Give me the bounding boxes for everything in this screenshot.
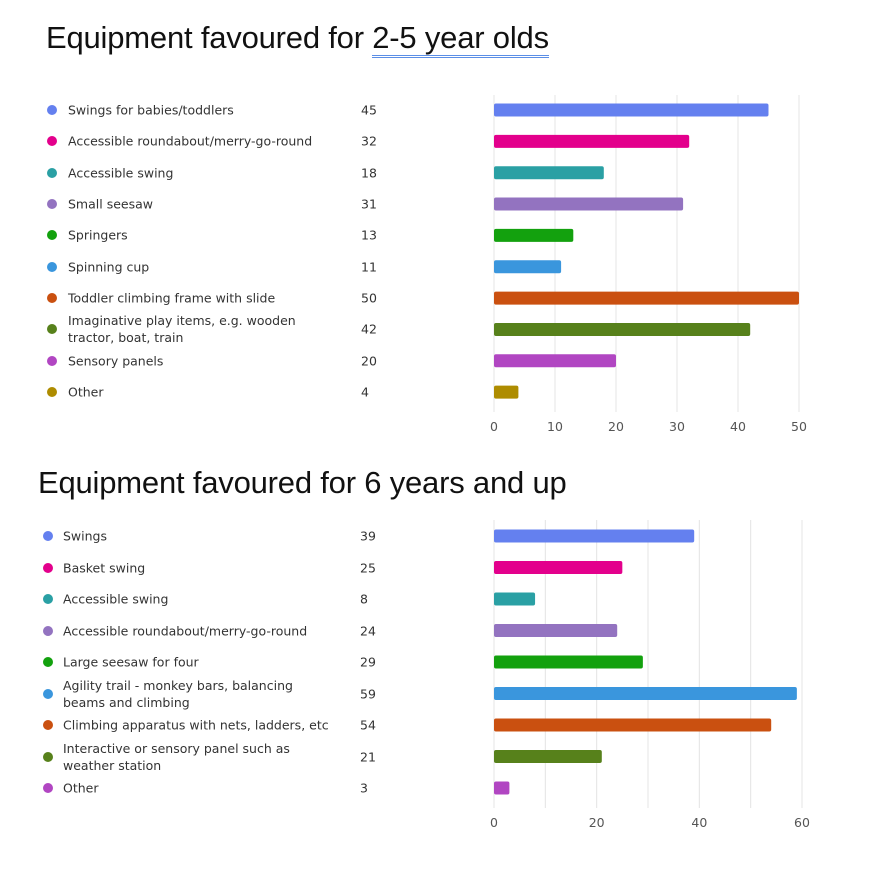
legend-dot-icon bbox=[47, 167, 57, 178]
x-tick-label: 60 bbox=[794, 815, 810, 830]
bar[interactable] bbox=[494, 561, 623, 574]
legend-label: Accessible swing bbox=[63, 591, 169, 607]
legend-label: Large seesaw for four bbox=[63, 654, 199, 670]
legend-dot-icon bbox=[47, 355, 57, 366]
chart-2-title: Equipment favoured for 6 years and up bbox=[38, 465, 567, 501]
x-tick-label: 40 bbox=[730, 419, 746, 434]
legend-value: 32 bbox=[361, 133, 377, 149]
legend-value: 13 bbox=[361, 227, 377, 243]
bar[interactable] bbox=[494, 624, 618, 637]
x-tick-label: 20 bbox=[589, 815, 605, 830]
legend-value: 11 bbox=[361, 259, 377, 275]
legend-dot-icon bbox=[47, 324, 57, 335]
legend-label: Interactive or sensory panel such as wea… bbox=[63, 740, 290, 773]
legend-dot-icon bbox=[47, 387, 57, 398]
bar[interactable] bbox=[494, 354, 616, 368]
bar[interactable] bbox=[494, 103, 769, 117]
legend-value: 8 bbox=[360, 591, 368, 607]
legend-value: 50 bbox=[361, 290, 377, 306]
bar[interactable] bbox=[494, 166, 604, 180]
chart-1-title-link[interactable]: 2-5 year olds bbox=[372, 20, 549, 58]
legend-label: Other bbox=[68, 384, 104, 400]
bar[interactable] bbox=[494, 655, 643, 669]
bar[interactable] bbox=[494, 385, 519, 399]
legend-dot-icon bbox=[43, 562, 53, 573]
legend-label: Climbing apparatus with nets, ladders, e… bbox=[63, 717, 329, 733]
legend-dot-icon bbox=[47, 136, 57, 147]
legend-dot-icon bbox=[43, 625, 53, 636]
legend-label: Accessible swing bbox=[68, 165, 174, 181]
legend-dot-icon bbox=[47, 261, 57, 272]
legend-label: Springers bbox=[68, 227, 128, 243]
legend-dot-icon bbox=[47, 199, 57, 210]
legend-value: 29 bbox=[360, 654, 376, 670]
legend-value: 59 bbox=[360, 686, 376, 701]
legend-value: 3 bbox=[360, 780, 368, 796]
legend-label: Imaginative play items, e.g. wooden trac… bbox=[68, 313, 296, 346]
legend-label: Small seesaw bbox=[68, 196, 153, 212]
chart-1-title: Equipment favoured for 2-5 year olds bbox=[46, 20, 549, 58]
legend-value: 21 bbox=[360, 749, 376, 764]
legend-dot-icon bbox=[43, 783, 53, 793]
legend-label: Agility trail - monkey bars, balancing b… bbox=[63, 677, 293, 710]
x-tick-label: 40 bbox=[691, 815, 707, 830]
legend-dot-icon bbox=[43, 688, 53, 699]
legend-dot-icon bbox=[47, 293, 57, 304]
bar[interactable] bbox=[494, 197, 684, 211]
legend-label: Basket swing bbox=[63, 560, 146, 575]
legend-value: 24 bbox=[360, 623, 376, 638]
bar[interactable] bbox=[494, 529, 695, 543]
bar[interactable] bbox=[494, 260, 562, 274]
legend-dot-icon bbox=[43, 594, 53, 604]
bar[interactable] bbox=[494, 134, 690, 148]
legend-label: Swings bbox=[63, 528, 108, 544]
legend-label: Sensory panels bbox=[68, 353, 164, 369]
x-tick-label: 50 bbox=[791, 419, 807, 434]
x-tick-label: 0 bbox=[490, 815, 498, 830]
legend-dot-icon bbox=[43, 720, 53, 730]
bar[interactable] bbox=[494, 781, 510, 795]
bar[interactable] bbox=[494, 291, 799, 305]
bar[interactable] bbox=[494, 718, 772, 732]
bar[interactable] bbox=[494, 687, 797, 700]
legend-label: Swings for babies/toddlers bbox=[68, 102, 234, 118]
legend-label: Spinning cup bbox=[68, 259, 150, 275]
legend-value: 42 bbox=[361, 321, 377, 337]
legend-value: 20 bbox=[361, 353, 377, 369]
legend-value: 25 bbox=[360, 560, 376, 575]
legend-dot-icon bbox=[47, 105, 57, 115]
chart-2-title-text: Equipment favoured for 6 years and up bbox=[38, 465, 567, 500]
legend-dot-icon bbox=[47, 230, 57, 241]
legend-label: Accessible roundabout/merry-go-round bbox=[63, 623, 308, 638]
x-tick-label: 0 bbox=[490, 419, 498, 434]
legend-label: Accessible roundabout/merry-go-round bbox=[68, 133, 313, 149]
legend-value: 45 bbox=[361, 102, 377, 118]
legend-label: Other bbox=[63, 780, 99, 796]
x-tick-label: 20 bbox=[608, 419, 624, 434]
x-tick-label: 30 bbox=[669, 419, 685, 434]
legend-dot-icon bbox=[43, 531, 53, 541]
bar[interactable] bbox=[494, 228, 574, 242]
legend-label: Toddler climbing frame with slide bbox=[68, 290, 276, 306]
legend-value: 18 bbox=[361, 165, 377, 181]
bar[interactable] bbox=[494, 322, 751, 336]
legend-value: 4 bbox=[361, 384, 369, 400]
legend-value: 54 bbox=[360, 717, 376, 733]
bar[interactable] bbox=[494, 750, 602, 763]
legend-dot-icon bbox=[43, 657, 53, 667]
legend-dot-icon bbox=[43, 751, 53, 762]
legend-value: 39 bbox=[360, 528, 376, 544]
x-tick-label: 10 bbox=[547, 419, 563, 434]
bar[interactable] bbox=[494, 592, 536, 606]
legend-value: 31 bbox=[361, 196, 377, 212]
chart-1-title-text: Equipment favoured for bbox=[46, 20, 373, 55]
